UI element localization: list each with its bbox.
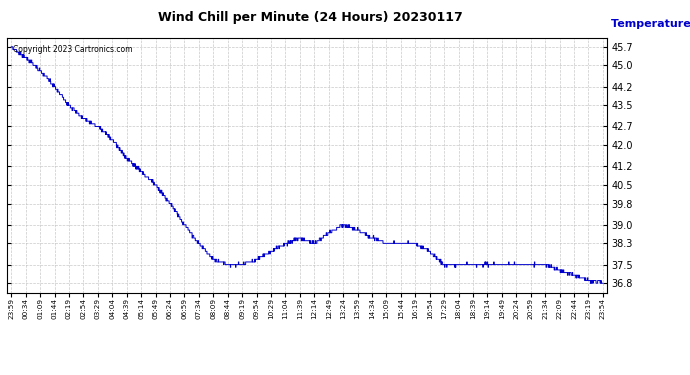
Text: Wind Chill per Minute (24 Hours) 20230117: Wind Chill per Minute (24 Hours) 2023011… [158,11,463,24]
Text: Copyright 2023 Cartronics.com: Copyright 2023 Cartronics.com [13,45,132,54]
Text: Temperature  (°F): Temperature (°F) [611,19,690,29]
